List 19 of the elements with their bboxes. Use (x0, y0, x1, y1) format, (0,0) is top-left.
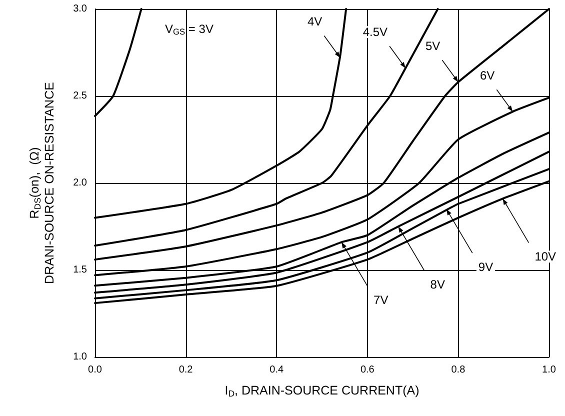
annotation: 10V (534, 250, 556, 264)
x-tick-label: 1.0 (542, 364, 556, 376)
annotation: 7V (374, 293, 388, 308)
annotation: 4V (307, 14, 322, 29)
annotation: 9V (478, 260, 494, 274)
y-tick-label: 2.5 (73, 90, 88, 102)
annotation: 4.5V (362, 25, 388, 40)
y-tick-label: 2.0 (73, 178, 88, 188)
annotation: 8V (430, 278, 445, 292)
x-tick-label: 0.0 (88, 364, 102, 376)
annotation: 6V (480, 68, 495, 83)
x-tick-label: 0.6 (360, 364, 375, 376)
annotation: 5V (426, 39, 440, 54)
x-tick-label: 0.8 (451, 364, 466, 376)
y-tick-label: 1.5 (73, 264, 88, 276)
y-tick-label: 3.0 (73, 4, 88, 14)
x-tick-label: 0.4 (270, 364, 284, 376)
y-tick-label: 1.0 (73, 352, 88, 362)
x-tick-label: 0.2 (178, 364, 194, 376)
